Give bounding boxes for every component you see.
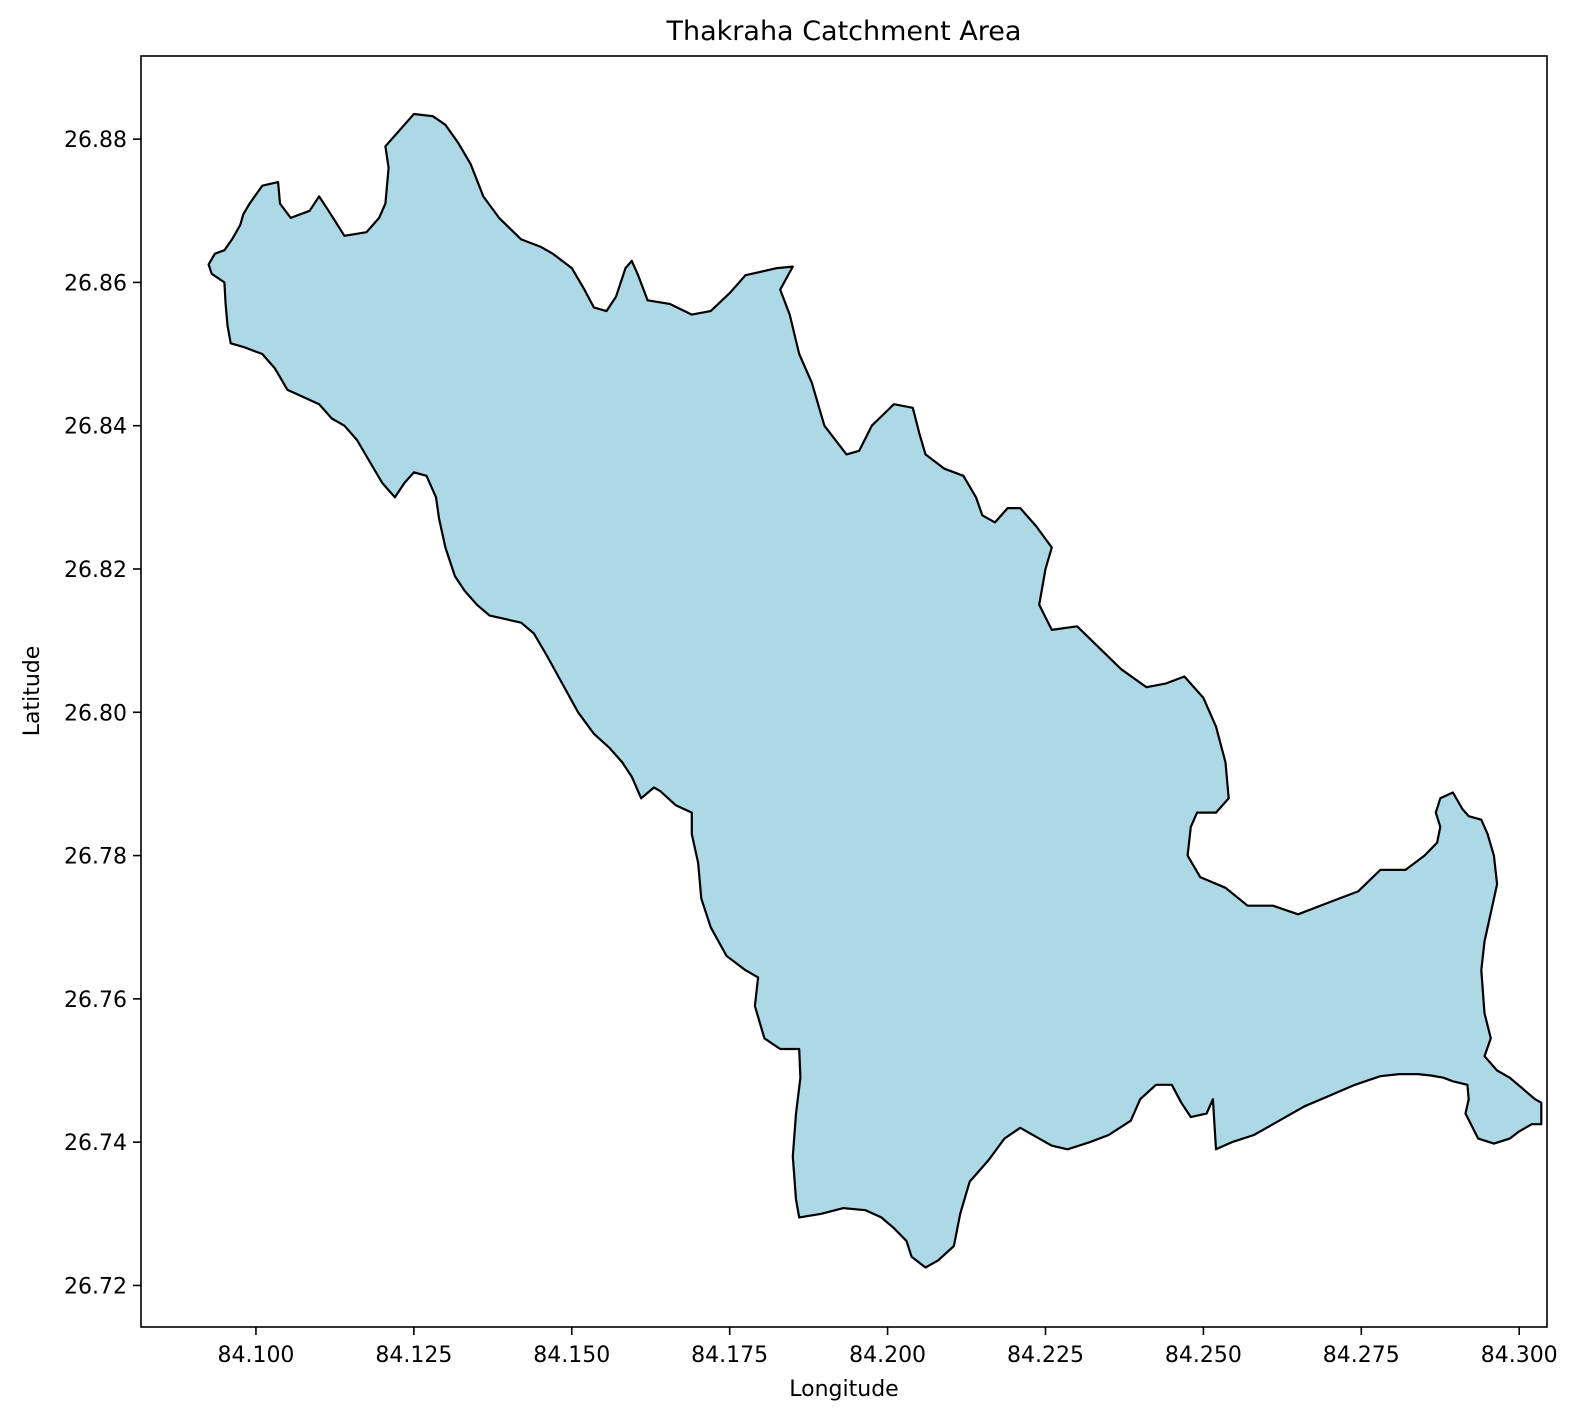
- x-tick-label: 84.175: [691, 1343, 768, 1368]
- y-tick-label: 26.74: [64, 1131, 127, 1156]
- y-tick-label: 26.78: [64, 845, 127, 870]
- x-tick-label: 84.100: [217, 1343, 294, 1368]
- y-axis-label: Latitude: [20, 646, 45, 737]
- y-tick-label: 26.76: [64, 988, 127, 1013]
- y-tick-label: 26.82: [64, 558, 127, 583]
- x-tick-label: 84.300: [1481, 1343, 1558, 1368]
- chart-title: Thakraha Catchment Area: [666, 16, 1022, 47]
- x-tick-label: 84.125: [375, 1343, 452, 1368]
- y-tick-label: 26.84: [64, 415, 127, 440]
- x-tick-label: 84.250: [1165, 1343, 1242, 1368]
- x-tick-label: 84.225: [1007, 1343, 1084, 1368]
- y-tick-label: 26.86: [64, 271, 127, 296]
- axes-frame: [140, 55, 1548, 1328]
- x-tick-label: 84.275: [1323, 1343, 1400, 1368]
- x-axis: 84.100 84.125 84.150 84.175 84.200 84.225 84.2…: [217, 1327, 1558, 1368]
- x-axis-label: Longitude: [789, 1377, 898, 1402]
- y-tick-label: 26.88: [64, 128, 127, 153]
- x-tick-label: 84.200: [849, 1343, 926, 1368]
- y-axis: 26.72 26.74 26.76 26.78 26.80 26.82 26.84 26.86…: [64, 128, 141, 1299]
- y-tick-label: 26.80: [64, 701, 127, 726]
- plot-area: [140, 55, 1548, 1328]
- x-tick-label: 84.150: [533, 1343, 610, 1368]
- y-tick-label: 26.72: [64, 1274, 127, 1299]
- catchment-boundary-polygon: [207, 112, 1543, 1269]
